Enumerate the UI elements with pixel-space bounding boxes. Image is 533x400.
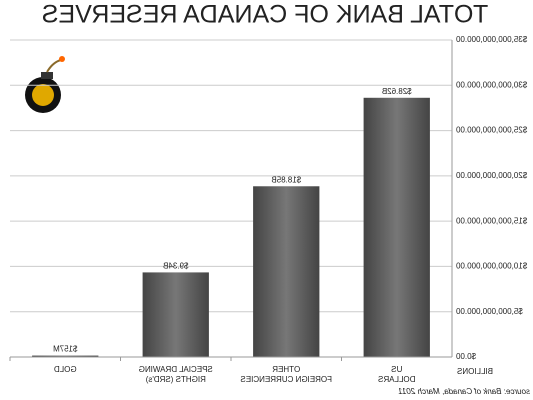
y-tick-label: $25,000,000,000.00 (455, 126, 527, 135)
chart-title: TOTAL BANK OF CANADA RESERVES (42, 1, 488, 29)
y-axis-label: BILLIONS (457, 367, 493, 376)
y-tick-label: $10,000,000,000.00 (455, 262, 527, 271)
x-tick-label: SPECIAL DRAWING RIGHTS (SRD's) (138, 365, 213, 384)
x-tick-label: GOLD (53, 365, 77, 374)
bar (142, 272, 209, 357)
bomb-icon (25, 56, 65, 113)
y-tick-label: $0.00 (455, 352, 476, 361)
value-label: $28.62B (382, 87, 412, 96)
y-tick-label: $30,000,000,000.00 (455, 80, 527, 89)
bar (32, 355, 99, 357)
y-tick-label: $20,000,000,000.00 (455, 171, 527, 180)
y-tick-label: $15,000,000,000.00 (455, 216, 527, 225)
value-label: $157M (53, 345, 78, 354)
bar (363, 97, 430, 357)
y-tick-label: $5,000,000,000.00 (455, 307, 522, 316)
value-label: $9.34B (163, 262, 188, 271)
value-label: $18.85B (271, 175, 301, 184)
x-tick-label: OTHER FOREIGN CURRENCIES (240, 365, 333, 384)
y-tick-label: $35,000,000,000.00 (455, 35, 527, 44)
x-tick-label: US DOLLARS (378, 365, 416, 384)
source: source: Bank of Canada, March 2011 (398, 387, 530, 396)
bar (253, 186, 320, 357)
